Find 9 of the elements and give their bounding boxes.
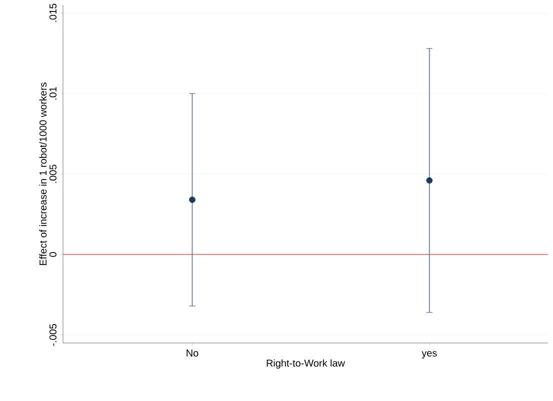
x-tick-label: No	[186, 350, 198, 357]
x-axis-title: Right-to-Work law	[266, 359, 345, 369]
y-axis-title: Effect of increase in 1 robot/1000 workers	[39, 82, 47, 266]
y-tick-label: -.005	[49, 324, 56, 346]
y-tick-label: 0	[49, 252, 56, 257]
y-tick-label: .005	[49, 164, 56, 183]
y-tick-label: .01	[49, 87, 56, 100]
y-tick-label: .015	[49, 4, 56, 22]
x-tick-label: yes	[422, 351, 437, 359]
